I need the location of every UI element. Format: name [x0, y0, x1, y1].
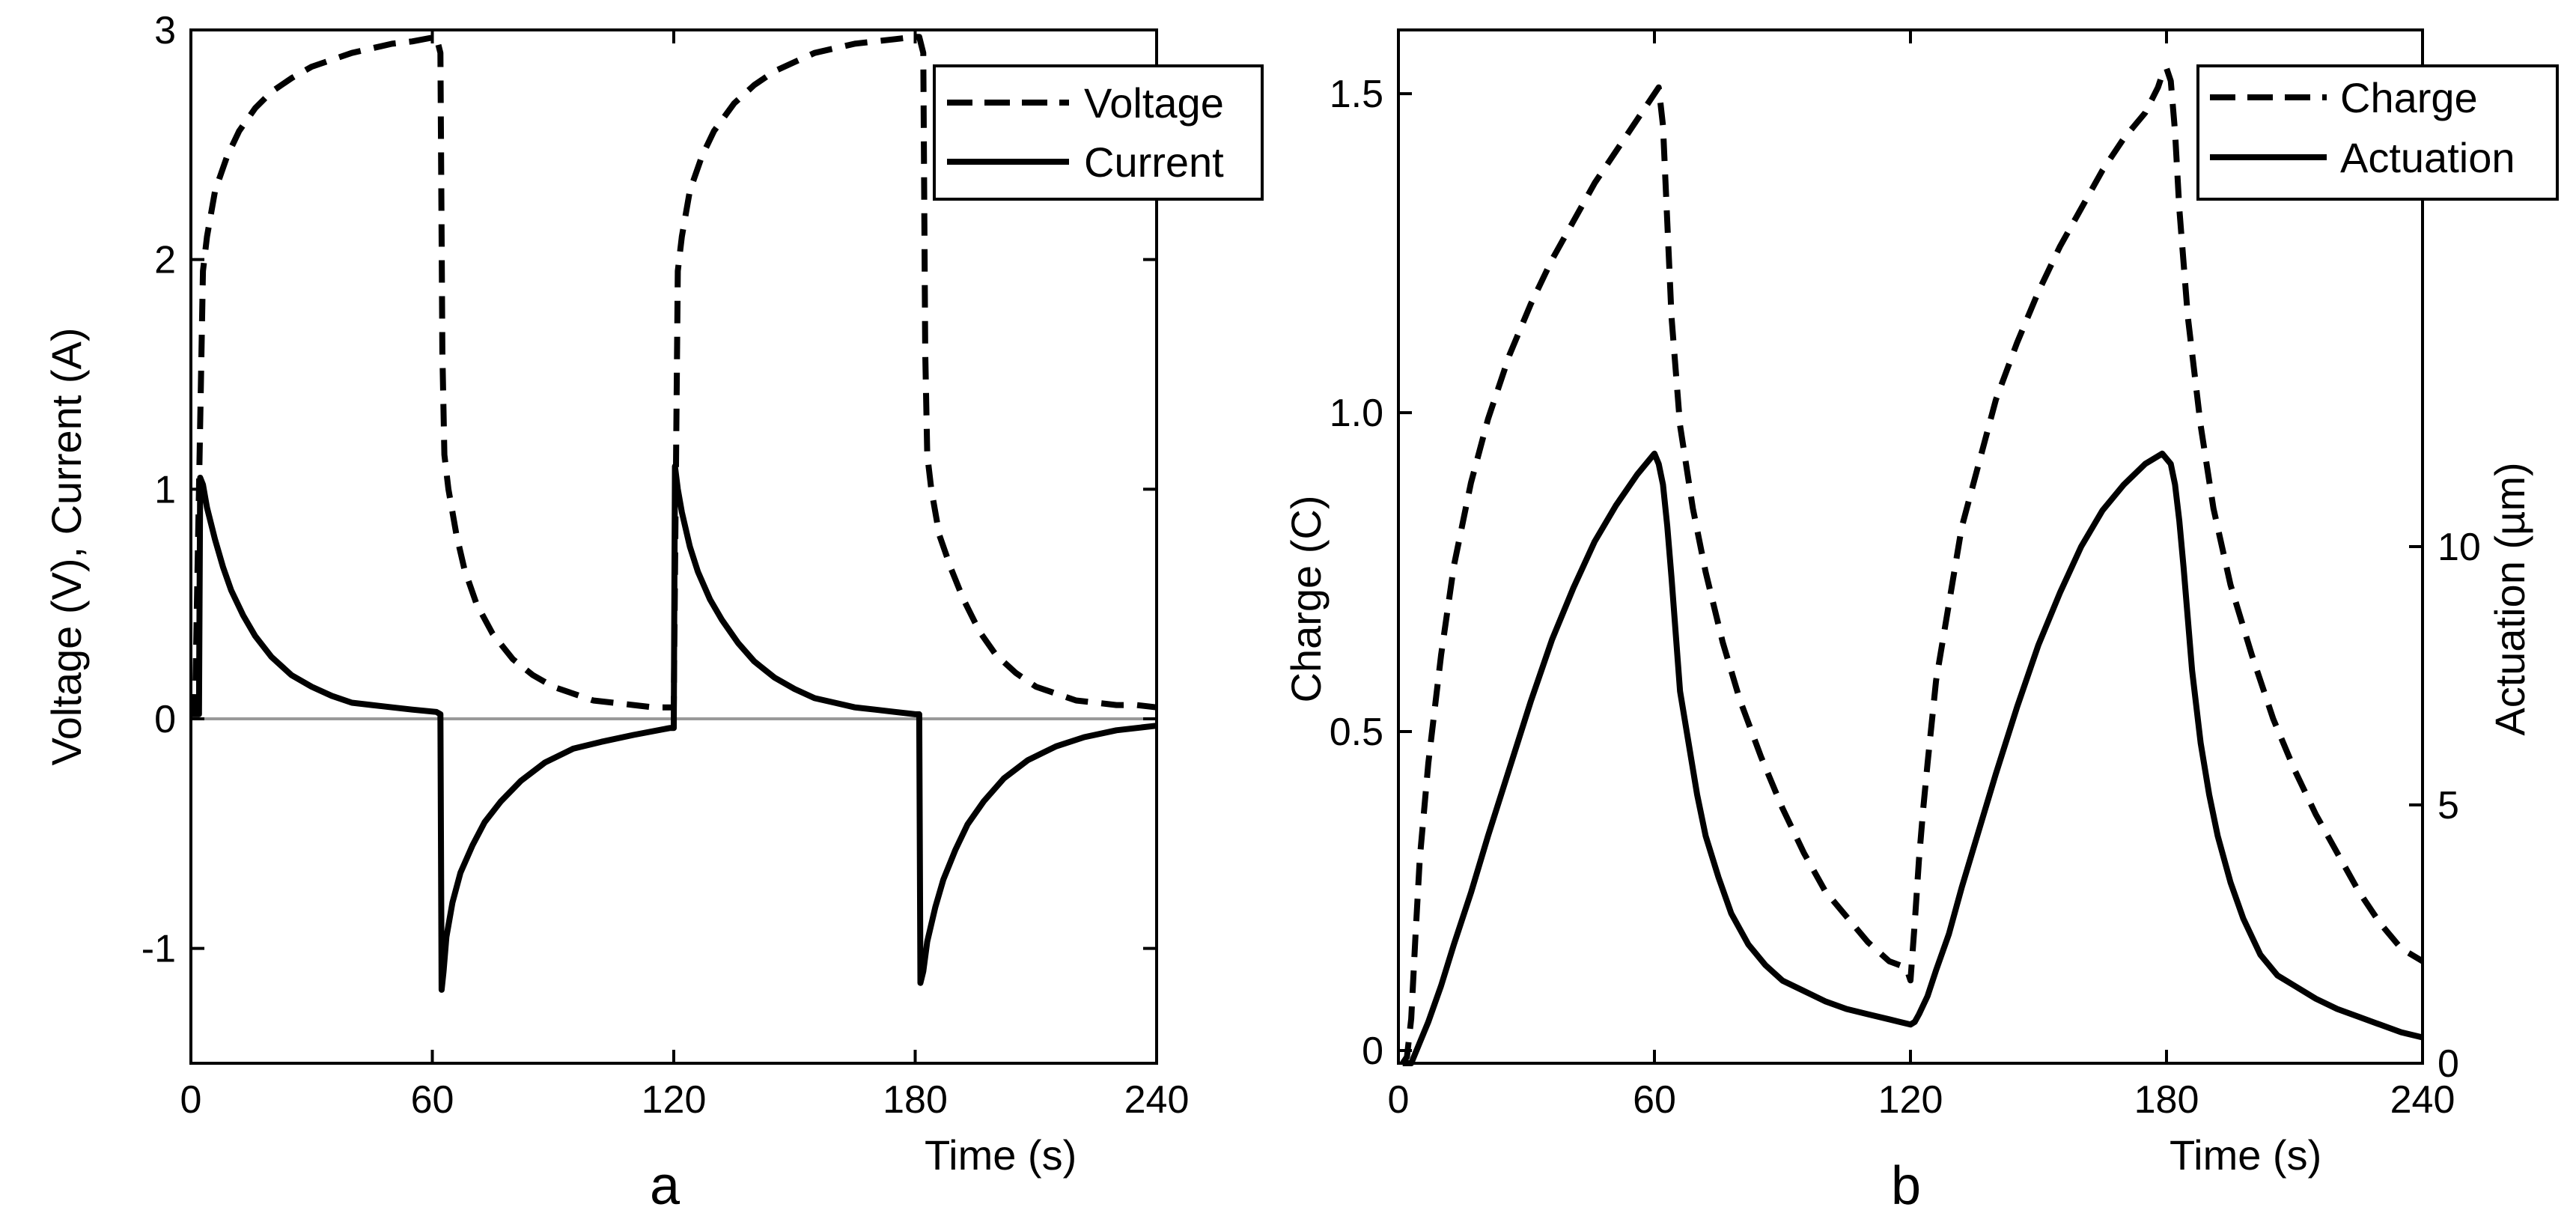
y2-tick-label: 10: [2438, 526, 2481, 569]
series-group-b: [1400, 65, 2425, 1066]
y2-axis-label-b: Actuation (µm): [2486, 462, 2533, 735]
chart-panel-b: 0 60 120 180 240 0 0.5 1.0 1.5 0 5 10 Time (s) Ch…: [1282, 28, 2559, 1216]
y-tick-label: 0: [154, 698, 176, 741]
legend-label-voltage: Voltage: [1084, 79, 1224, 127]
y2-tick-label: 0: [2438, 1042, 2459, 1086]
y-tick-label: 1: [154, 468, 176, 511]
y-tick-label: -1: [141, 928, 176, 971]
y-tick-labels-b: 0 0.5 1.0 1.5: [1330, 73, 1383, 1073]
y2-tick-marks-b: [2409, 545, 2423, 1065]
x-axis-label-a: Time (s): [925, 1131, 1077, 1179]
y-tick-label: 2: [154, 239, 176, 282]
x-tick-label: 240: [2390, 1078, 2455, 1122]
y-tick-label: 1.5: [1330, 73, 1383, 116]
legend-a: Voltage Current: [933, 64, 1264, 201]
x-tick-label: 0: [1388, 1078, 1410, 1122]
y-tick-label: 0: [1362, 1030, 1383, 1073]
x-tick-label: 120: [642, 1078, 707, 1122]
x-tick-labels-b: 0 60 120 180 240: [1388, 1078, 2455, 1122]
x-tick-marks-a: [189, 30, 1158, 1063]
y-tick-labels-a: -1 0 1 2 3: [141, 9, 176, 971]
x-tick-label: 60: [411, 1078, 454, 1122]
y-axis-label-b: Charge (C): [1282, 496, 1330, 703]
x-axis-label-b: Time (s): [2169, 1131, 2321, 1179]
chart-panel-a: 0 60 120 180 240 -1 0 1 2 3 Time (s) Voltage (V)…: [43, 9, 1264, 1216]
x-tick-label: 120: [1878, 1078, 1943, 1122]
legend-label-actuation: Actuation: [2340, 134, 2515, 181]
legend-box-a: [933, 64, 1264, 201]
x-tick-label: 0: [180, 1078, 202, 1122]
x-tick-labels-a: 0 60 120 180 240: [180, 1078, 1190, 1122]
series-group-a: [189, 34, 1157, 993]
x-tick-label: 240: [1124, 1078, 1190, 1122]
y-tick-label: 1.0: [1330, 392, 1383, 435]
y-tick-label: 0.5: [1330, 711, 1383, 754]
y2-tick-label: 5: [2438, 784, 2459, 827]
series-line-current: [191, 463, 1157, 993]
legend-label-current: Current: [1084, 139, 1224, 186]
series-line-actuation: [1402, 450, 2423, 1066]
legend-label-charge: Charge: [2340, 74, 2478, 121]
y-axis-label-a: Voltage (V), Current (A): [43, 327, 90, 765]
x-tick-label: 180: [883, 1078, 948, 1122]
legend-box-b: [2196, 64, 2559, 201]
x-tick-label: 180: [2134, 1078, 2199, 1122]
series-line-charge: [1400, 65, 2425, 1066]
x-tick-label: 60: [1633, 1078, 1676, 1122]
panel-label-a: a: [650, 1156, 680, 1216]
x-tick-marks-b: [1397, 30, 2424, 1063]
y-tick-label: 3: [154, 9, 176, 52]
plot-area-b: [1397, 28, 2424, 1065]
y2-tick-labels-b: 0 5 10: [2438, 526, 2481, 1086]
panel-label-b: b: [1891, 1156, 1921, 1216]
legend-b: Charge Actuation: [2196, 64, 2559, 201]
